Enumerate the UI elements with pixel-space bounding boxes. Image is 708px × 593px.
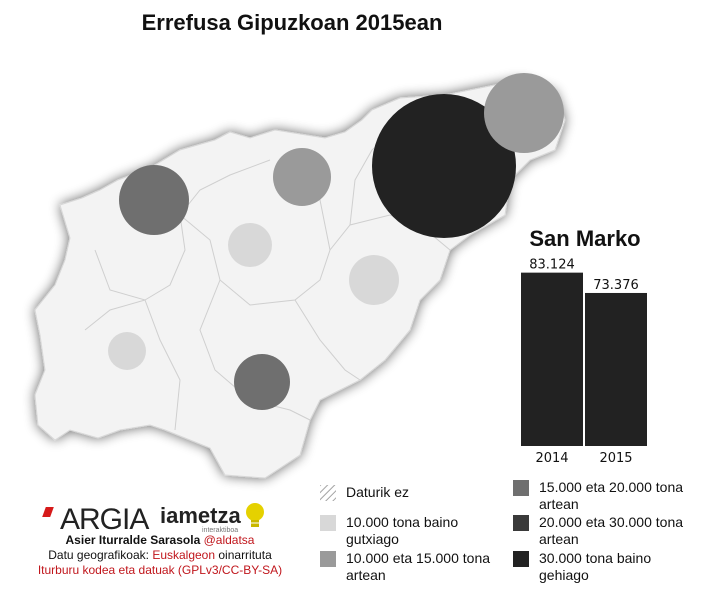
municipality-bubble[interactable] [108,332,146,370]
lightbulb-icon [246,503,264,527]
bar-value-label: 83.124 [529,258,575,273]
municipality-bubble[interactable] [234,354,290,410]
waste-bubbles [108,73,564,410]
credits: Asier Iturralde Sarasola @aldatsa Datu g… [10,533,310,578]
municipality-borders [84,129,451,431]
euskalgeo-link[interactable]: Euskalgeon [152,548,216,562]
x-tick-label: 2014 [535,451,568,466]
license-link[interactable]: Iturburu kodea eta datuak (GPLv3/CC-BY-S… [37,563,283,577]
legend-item-class-0: 10.000 tona baino gutxiago [320,514,510,548]
legend-label: 10.000 tona baino gutxiago [346,514,459,547]
x-tick-label: 2015 [599,451,632,466]
bar-2015 [585,292,647,446]
legend-swatch [320,515,336,531]
municipality-bubble[interactable] [349,255,399,305]
author-handle-link[interactable]: @aldatsa [203,533,255,547]
municipality-bubble[interactable] [228,223,272,267]
legend-label: 15.000 eta 20.000 tona artean [539,479,684,512]
geo-line: Datu geografikoak: Euskalgeon oinarritut… [48,548,272,562]
legend-item-class-4: 30.000 tona baino gehiago [513,550,703,584]
municipality-bubble[interactable] [119,165,189,235]
legend-swatch [513,480,529,496]
legend-label: 30.000 tona baino gehiago [539,550,652,583]
bar-value-label: 73.376 [593,278,639,293]
author-line: Asier Iturralde Sarasola @aldatsa [65,533,255,547]
argia-logo[interactable]: ARGIA [42,503,149,537]
legend-item-no-data: Daturik ez [320,484,510,501]
legend-item-class-1: 10.000 eta 15.000 tona artean [320,550,510,584]
municipality-bubble[interactable] [484,73,564,153]
hatch-swatch [320,485,336,501]
legend-swatch [513,551,529,567]
chart-title: San Marko [529,226,641,251]
legend-label: Daturik ez [346,484,410,500]
legend-item-class-2: 15.000 eta 20.000 tona artean [513,479,703,513]
municipality-bubble[interactable] [372,94,516,238]
map-title: Errefusa Gipuzkoan 2015ean [141,10,443,35]
legend-item-class-3: 20.000 eta 30.000 tona artean [513,514,703,548]
legend-swatch [320,551,336,567]
san-marko-bar-chart: 83.124 2014 73.376 2015 [521,258,647,466]
bar-2014 [521,272,583,446]
legend-label: 20.000 eta 30.000 tona artean [539,514,684,547]
legend-swatch [513,515,529,531]
legend-label: 10.000 eta 15.000 tona artean [346,550,491,583]
iametza-logo[interactable]: iametza interaktiboa [160,503,264,534]
municipality-bubble[interactable] [273,148,331,206]
